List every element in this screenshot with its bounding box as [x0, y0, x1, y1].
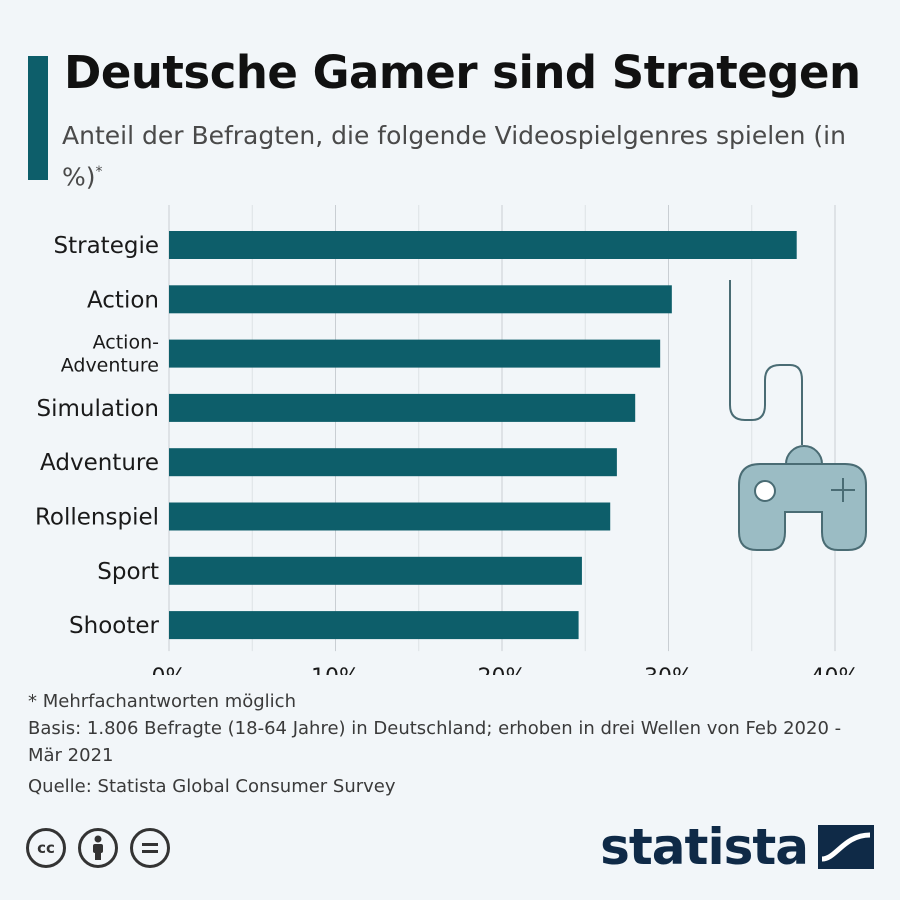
category-label: Action [87, 287, 159, 313]
statista-logo[interactable]: statista [600, 818, 874, 876]
category-label: Shooter [69, 613, 159, 639]
category-labels: StrategieActionAction-AdventureSimulatio… [35, 233, 160, 639]
category-label: Simulation [36, 396, 159, 422]
category-label: Strategie [54, 233, 159, 259]
subtitle-text: Anteil der Befragten, die folgende Video… [62, 121, 846, 192]
tick-labels: 0% 10% 20% 30% 40% [152, 665, 860, 675]
category-label: Rollenspiel [35, 505, 159, 531]
bar [169, 285, 672, 314]
x-tick-label: 20% [478, 665, 527, 675]
x-tick-label: 10% [311, 665, 360, 675]
footnote-note: * Mehrfachantworten möglich [28, 691, 296, 712]
chart-subtitle: Anteil der Befragten, die folgende Video… [62, 118, 872, 195]
bar [169, 556, 582, 585]
bar [169, 339, 661, 368]
bar [169, 448, 617, 477]
category-label-line: Adventure [61, 355, 159, 377]
x-tick-label: 40% [811, 665, 860, 675]
bars [169, 231, 797, 640]
cc-icon[interactable]: cc [26, 828, 66, 868]
bar [169, 231, 797, 259]
footnotes: * Mehrfachantworten möglich Basis: 1.806… [28, 688, 868, 800]
statista-mark-icon [818, 825, 874, 869]
subtitle-footnote-mark: * [95, 164, 103, 180]
by-icon[interactable] [78, 828, 118, 868]
bar-chart: StrategieActionAction-AdventureSimulatio… [35, 205, 867, 675]
person-icon [93, 835, 103, 860]
grid-lines [168, 205, 836, 652]
license-icons: cc [26, 828, 170, 868]
category-label: Adventure [40, 450, 159, 476]
gamepad-icon [729, 280, 867, 551]
x-tick-label: 0% [152, 665, 187, 675]
equals-icon [142, 843, 158, 853]
category-label-line: Action- [93, 332, 159, 354]
bar [169, 393, 636, 422]
footnote-source: Quelle: Statista Global Consumer Survey [28, 776, 396, 797]
accent-bar [28, 56, 48, 180]
category-label: Sport [97, 559, 159, 585]
bar [169, 502, 611, 531]
page-title: Deutsche Gamer sind Strategen [64, 46, 861, 99]
nd-icon[interactable] [130, 828, 170, 868]
brand-name: statista [600, 818, 809, 876]
footnote-basis: Basis: 1.806 Befragte (18-64 Jahre) in D… [28, 718, 842, 766]
bar [169, 611, 579, 640]
x-tick-label: 30% [644, 665, 693, 675]
